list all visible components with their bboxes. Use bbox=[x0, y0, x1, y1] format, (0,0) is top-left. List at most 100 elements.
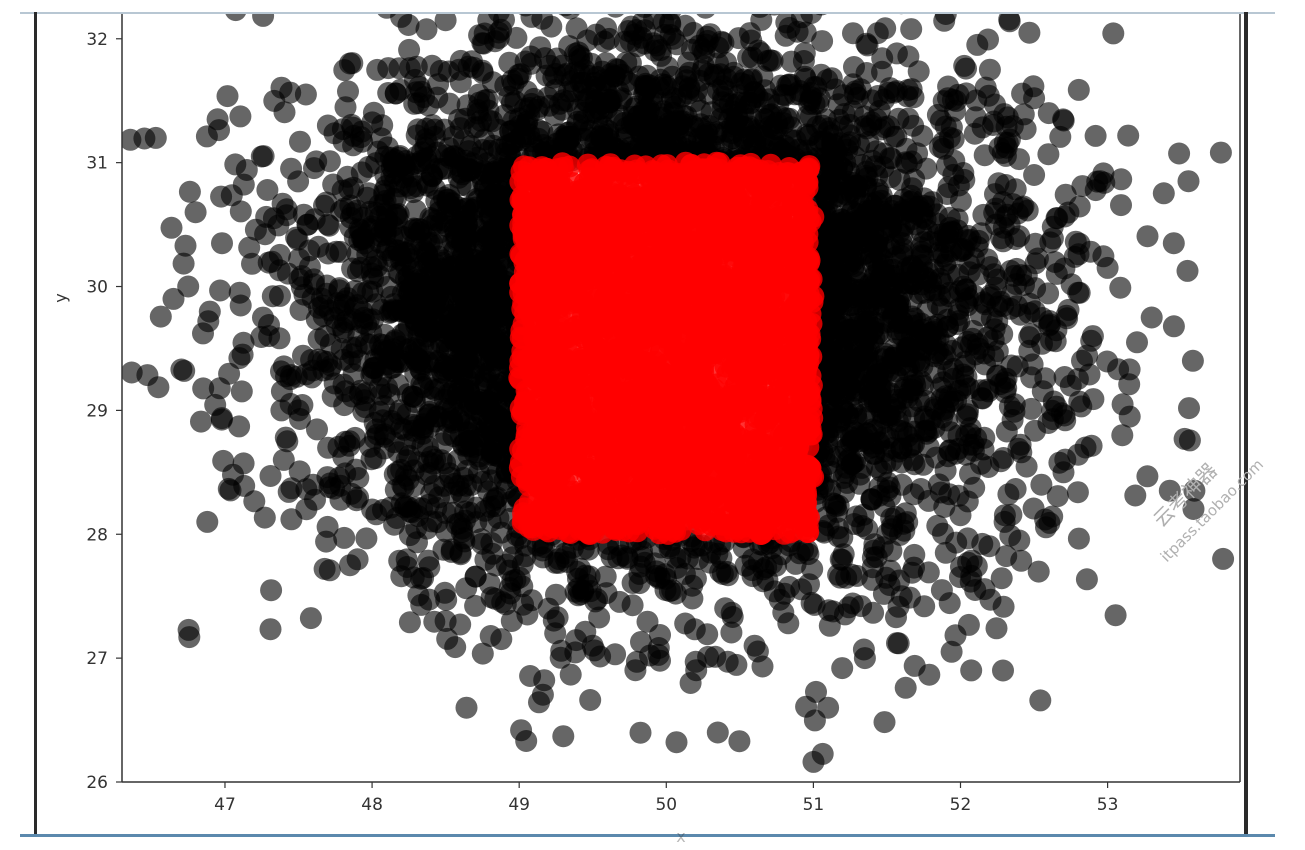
scatter-point-black bbox=[579, 689, 602, 711]
scatter-point-black bbox=[290, 276, 313, 299]
scatter-point-black bbox=[391, 282, 414, 305]
scatter-point-black bbox=[682, 21, 705, 44]
scatter-point-black bbox=[938, 439, 961, 462]
scatter-point-black bbox=[261, 250, 283, 273]
scatter-point-black bbox=[985, 617, 1008, 640]
scatter-point-black bbox=[339, 216, 362, 239]
scatter-point-black bbox=[334, 96, 357, 119]
scatter-point-black bbox=[638, 74, 661, 97]
scatter-point-black bbox=[903, 543, 926, 566]
scatter-point-black bbox=[934, 541, 957, 564]
scatter-point-black bbox=[457, 0, 479, 14]
scatter-point-black bbox=[873, 711, 896, 734]
scatter-point-black bbox=[743, 634, 766, 657]
scatter-point-black bbox=[865, 211, 888, 234]
scatter-point-black bbox=[876, 471, 899, 494]
scatter-point-black bbox=[944, 0, 966, 11]
scatter-point-black bbox=[977, 380, 1000, 403]
scatter-point-black bbox=[369, 347, 392, 370]
scatter-point-black bbox=[899, 14, 904, 15]
scatter-point-black bbox=[864, 250, 887, 273]
scatter-point-black bbox=[696, 14, 715, 19]
scatter-point-black bbox=[623, 97, 645, 120]
scatter-point-black bbox=[558, 35, 581, 58]
scatter-point-black bbox=[473, 395, 496, 418]
scatter-point-black bbox=[346, 294, 369, 317]
scatter-point-black bbox=[679, 672, 702, 694]
scatter-point-black bbox=[963, 122, 986, 145]
scatter-point-black bbox=[1027, 560, 1050, 583]
scatter-point-black bbox=[559, 663, 582, 686]
scatter-point-black bbox=[955, 57, 977, 80]
scatter-point-black bbox=[861, 0, 883, 7]
scatter-point-black bbox=[917, 561, 940, 584]
scatter-point-black bbox=[555, 0, 577, 5]
scatter-point-black bbox=[402, 181, 425, 204]
scatter-point-black bbox=[993, 103, 1016, 126]
scatter-point-black bbox=[917, 435, 940, 458]
scatter-point-black bbox=[432, 538, 455, 561]
scatter-point-black bbox=[836, 436, 859, 459]
scatter-point-black bbox=[1045, 262, 1068, 285]
scatter-point-black bbox=[1126, 331, 1148, 354]
scatter-point-black bbox=[1078, 363, 1101, 386]
scatter-point-black bbox=[949, 504, 972, 527]
scatter-point-black bbox=[206, 108, 229, 131]
scatter-point-black bbox=[854, 164, 877, 187]
scatter-point-black bbox=[241, 252, 263, 275]
scatter-point-black bbox=[558, 14, 573, 17]
scatter-point-black bbox=[332, 445, 355, 468]
scatter-point-black bbox=[288, 460, 311, 483]
scatter-point-black bbox=[1076, 344, 1099, 367]
scatter-point-black bbox=[1178, 397, 1200, 420]
scatter-point-black bbox=[613, 30, 636, 53]
scatter-point-black bbox=[377, 57, 400, 80]
scatter-point-black bbox=[490, 521, 513, 544]
scatter-point-black bbox=[421, 54, 444, 77]
scatter-point-black bbox=[457, 435, 480, 458]
scatter-point-black bbox=[261, 0, 283, 4]
scatter-point-black bbox=[943, 149, 966, 172]
scatter-point-black bbox=[741, 46, 764, 69]
scatter-point-black bbox=[473, 349, 496, 372]
scatter-point-black bbox=[263, 89, 286, 112]
scatter-point-black bbox=[1181, 349, 1204, 372]
scatter-point-black bbox=[901, 379, 924, 401]
scatter-point-black bbox=[431, 0, 453, 8]
scatter-point-black bbox=[976, 248, 999, 271]
scatter-point-black bbox=[856, 34, 879, 57]
scatter-point-black bbox=[990, 567, 1013, 590]
scatter-point-black bbox=[122, 361, 143, 384]
left-frame-bar bbox=[34, 12, 37, 834]
scatter-point-black bbox=[228, 415, 251, 438]
scatter-point-black bbox=[885, 606, 907, 629]
scatter-point-black bbox=[890, 585, 913, 608]
scatter-point-black bbox=[307, 328, 330, 351]
scatter-point-black bbox=[921, 191, 944, 214]
scatter-point-black bbox=[989, 290, 1012, 313]
scatter-point-black bbox=[478, 572, 501, 595]
scatter-point-black bbox=[665, 731, 688, 754]
scatter-point-black bbox=[299, 607, 322, 630]
scatter-point-black bbox=[1010, 441, 1033, 464]
scatter-point-black bbox=[1018, 339, 1041, 362]
scatter-point-black bbox=[693, 41, 716, 64]
scatter-point-black bbox=[817, 599, 840, 622]
scatter-point-black bbox=[243, 490, 266, 513]
scatter-point-black bbox=[1037, 0, 1059, 14]
scatter-point-black bbox=[954, 354, 977, 377]
scatter-point-black bbox=[552, 725, 575, 748]
scatter-point-black bbox=[914, 408, 937, 431]
scatter-point-black bbox=[721, 606, 744, 628]
scatter-point-black bbox=[275, 365, 297, 388]
scatter-point-black bbox=[1102, 22, 1125, 45]
scatter-point-black bbox=[664, 582, 687, 605]
scatter-point-black bbox=[963, 476, 986, 499]
scatter-point-black bbox=[289, 299, 312, 321]
scatter-point-black bbox=[1067, 281, 1090, 304]
scatter-point-black bbox=[743, 0, 765, 3]
scatter-point-black bbox=[862, 279, 884, 301]
scatter-point-black bbox=[957, 551, 980, 574]
scatter-point-black bbox=[845, 505, 868, 528]
scatter-point-black bbox=[1209, 141, 1232, 164]
